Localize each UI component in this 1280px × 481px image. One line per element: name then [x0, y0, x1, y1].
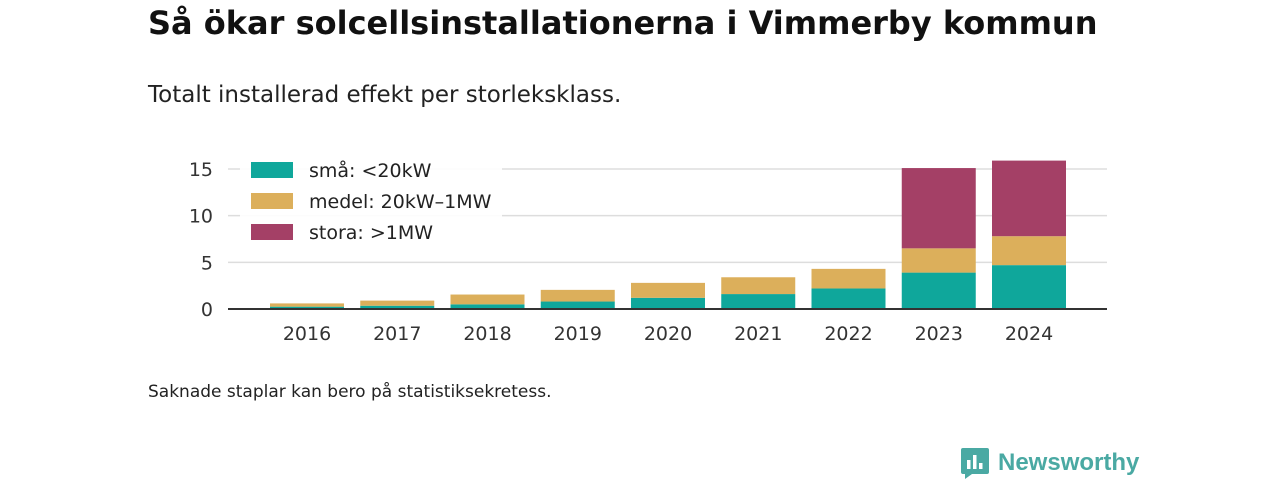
- legend: små: <20kW medel: 20kW–1MW stora: >1MW: [240, 152, 502, 252]
- brand-logo: Newsworthy: [960, 445, 1139, 481]
- y-tick-label: 15: [189, 159, 213, 181]
- legend-label: stora: >1MW: [309, 222, 433, 244]
- bar-segment: [811, 268, 886, 289]
- bar-segment: [270, 303, 344, 307]
- x-tick-label: 2019: [554, 323, 602, 345]
- x-tick-label: 2020: [644, 323, 692, 345]
- y-axis-ticks: 0 5 10 15: [189, 159, 213, 321]
- x-tick-label: 2024: [1005, 323, 1053, 345]
- x-tick-label: 2023: [915, 323, 963, 345]
- x-tick-label: 2016: [283, 323, 331, 345]
- legend-label: små: <20kW: [309, 159, 432, 182]
- bar-segment: [631, 282, 705, 298]
- x-tick-label: 2017: [373, 323, 421, 345]
- bars: [270, 160, 1066, 309]
- y-tick-label: 10: [189, 206, 213, 228]
- bar-segment: [901, 168, 976, 249]
- legend-label: medel: 20kW–1MW: [309, 191, 492, 213]
- bar-segment: [540, 289, 615, 302]
- x-tick-label: 2021: [734, 323, 782, 345]
- bar-segment: [360, 305, 435, 309]
- x-axis-ticks: 2016 2017 2018 2019 2020 2021 2022 2023 2024: [283, 323, 1053, 345]
- bar-segment: [992, 236, 1066, 266]
- bar-segment: [360, 300, 435, 306]
- newsworthy-logo-icon: [961, 448, 989, 479]
- bar-segment: [901, 248, 976, 273]
- legend-swatch: [251, 162, 293, 178]
- bar-segment: [992, 160, 1066, 237]
- y-tick-label: 0: [201, 299, 213, 321]
- bar-segment: [811, 288, 886, 309]
- y-tick-label: 5: [201, 252, 213, 274]
- bar-segment: [450, 304, 525, 309]
- chart-title: Så ökar solcellsinstallationerna i Vimme…: [148, 4, 1098, 42]
- legend-swatch: [251, 224, 293, 240]
- bar-segment: [631, 297, 705, 309]
- brand-name: Newsworthy: [998, 449, 1140, 476]
- bar-segment: [450, 294, 525, 305]
- bar-segment: [270, 306, 344, 309]
- bar-segment: [901, 272, 976, 309]
- x-tick-label: 2022: [824, 323, 872, 345]
- chart-subtitle: Totalt installerad effekt per storlekskl…: [148, 82, 622, 108]
- bar-segment: [721, 294, 796, 309]
- x-tick-label: 2018: [463, 323, 511, 345]
- bar-segment: [540, 301, 615, 309]
- bar-segment: [992, 265, 1066, 309]
- bar-segment: [721, 277, 796, 295]
- legend-swatch: [251, 193, 293, 209]
- footnote: Saknade staplar kan bero på statistiksek…: [148, 382, 552, 402]
